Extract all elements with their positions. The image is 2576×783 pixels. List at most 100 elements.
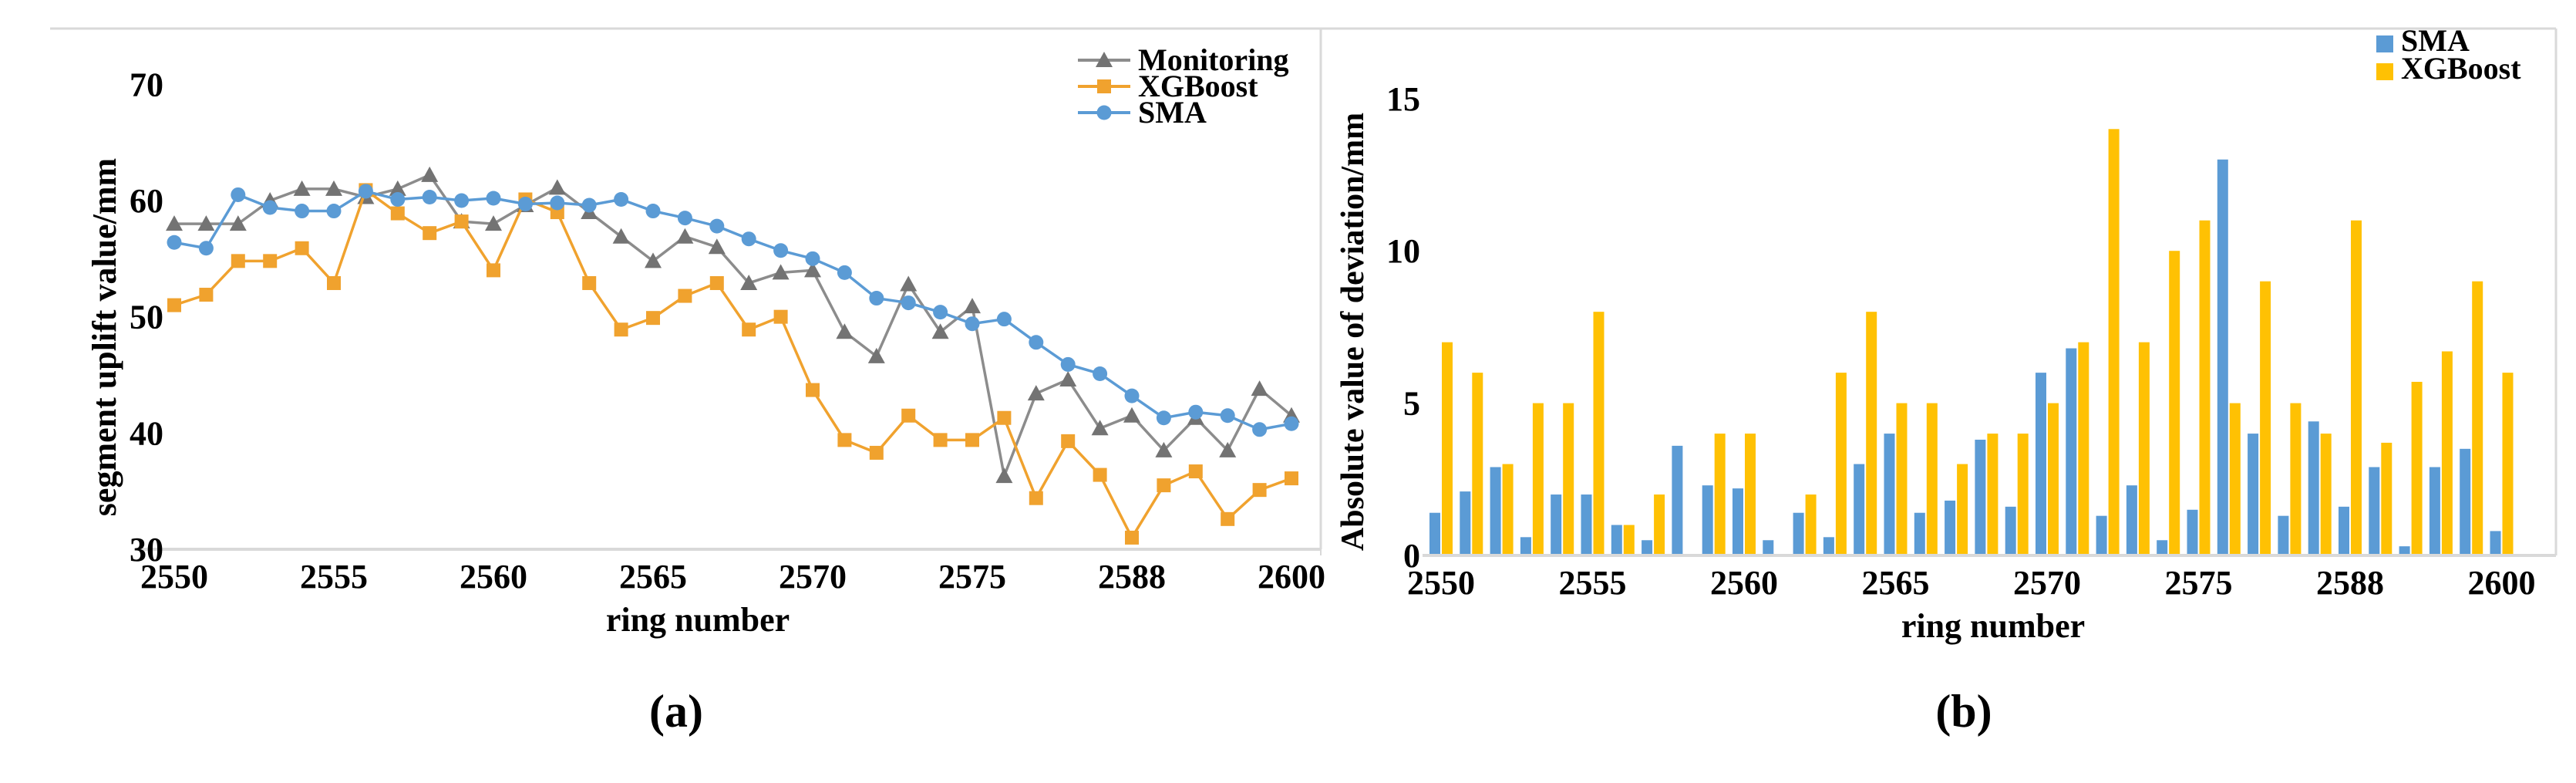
square-marker	[263, 254, 278, 268]
triangle-marker	[836, 323, 854, 339]
square-marker	[295, 241, 309, 255]
bar	[2229, 403, 2241, 555]
legend-label-sma: SMA	[2401, 23, 2470, 58]
x-tick-label: 2600	[1258, 558, 1325, 596]
bar	[2199, 220, 2211, 555]
bar	[1714, 434, 1726, 555]
square-marker	[837, 433, 852, 447]
bar	[2320, 434, 2332, 555]
bar	[1532, 403, 1544, 555]
circle-marker	[581, 197, 597, 213]
circle-marker	[1252, 422, 1268, 437]
bar	[2036, 373, 2046, 555]
triangle-marker	[995, 467, 1013, 484]
circle-marker	[550, 195, 565, 211]
triangle-marker	[612, 228, 630, 244]
triangle-marker	[1155, 441, 1173, 457]
triangle-marker	[931, 323, 949, 339]
circle-marker	[869, 291, 884, 306]
series-markers-xgboost	[167, 183, 1298, 545]
x-tick-label: 2575	[2165, 564, 2233, 602]
bar	[1702, 485, 1713, 555]
triangle-marker	[197, 215, 215, 231]
bar	[1914, 512, 1925, 555]
bar	[2490, 531, 2501, 555]
circle-marker	[390, 191, 406, 207]
circle-marker	[198, 241, 214, 256]
square-marker	[1188, 464, 1203, 479]
caption-b: (b)	[1935, 686, 1992, 737]
bar	[2411, 381, 2423, 555]
bar	[1745, 434, 1756, 555]
legend-label-sma: SMA	[1138, 95, 1207, 130]
square-marker	[709, 275, 724, 290]
square-marker	[901, 408, 916, 423]
circle-marker	[837, 265, 852, 280]
square-marker	[1097, 79, 1111, 93]
circle-marker	[167, 235, 182, 250]
bar	[1854, 464, 1865, 555]
x-tick-label: 2555	[1559, 564, 1627, 602]
y-tick-label: 30	[130, 531, 163, 569]
square-marker	[1221, 511, 1235, 526]
line-chart-a: 30 40 50 60 70 2550 2555 2560 2565 2570 2575 2588 26…	[50, 27, 1325, 639]
bar	[1793, 512, 1804, 555]
circle-marker	[262, 200, 278, 215]
bar	[1472, 373, 1483, 555]
triangle-marker	[229, 215, 247, 231]
square-marker	[1029, 491, 1043, 505]
square-marker	[997, 410, 1012, 425]
triangle-marker	[325, 180, 342, 196]
bar	[1975, 439, 1986, 555]
circle-marker	[1284, 416, 1299, 431]
bar	[2248, 434, 2259, 555]
triangle-marker	[1123, 407, 1140, 423]
triangle-marker	[548, 179, 566, 195]
square-marker	[487, 263, 500, 278]
bar	[1593, 312, 1605, 555]
circle-marker	[1093, 366, 1108, 381]
bar	[2308, 421, 2319, 555]
circle-marker	[933, 305, 948, 320]
bar	[1551, 494, 1562, 555]
triangle-marker	[421, 166, 439, 182]
square-marker	[167, 298, 181, 312]
bar	[2108, 129, 2120, 556]
x-tick-label: 2570	[779, 558, 847, 596]
circle-marker	[645, 204, 661, 219]
bar	[1490, 467, 1501, 555]
y-tick-label: 40	[130, 414, 163, 452]
y-tick-label: 5	[1403, 385, 1420, 423]
legend-label-xgboost: XGBoost	[2401, 51, 2521, 86]
legend-label-monitoring: Monitoring	[1138, 42, 1289, 77]
x-tick-label: 2570	[2013, 564, 2081, 602]
square-marker	[869, 445, 884, 460]
bar	[2429, 467, 2440, 555]
square-marker	[1252, 483, 1267, 498]
y-tick-label: 50	[130, 299, 163, 336]
triangle-marker	[676, 228, 694, 244]
circle-marker	[1060, 356, 1076, 372]
bar	[2066, 348, 2077, 555]
bar	[1926, 403, 1938, 555]
circle-marker	[965, 316, 980, 332]
bar-chart-b: 0 5 10 15 2550 2555 2560 2565 2570 2575 2588 2600 ri…	[1320, 23, 2557, 645]
circle-marker	[614, 191, 629, 207]
x-tick-label: 2550	[140, 558, 208, 596]
triangle-marker	[1059, 371, 1077, 387]
triangle-marker	[804, 262, 821, 278]
bar	[2351, 220, 2362, 555]
bar	[2290, 403, 2302, 555]
x-axis-title-b: ring number	[1901, 607, 2085, 645]
circle-marker	[996, 312, 1012, 327]
triangle-marker	[645, 252, 662, 268]
square-marker	[231, 254, 245, 268]
x-tick-label: 2560	[460, 558, 527, 596]
circle-marker	[486, 191, 501, 206]
circle-marker	[1220, 408, 1235, 424]
x-axis-title-a: ring number	[606, 601, 790, 639]
square-marker	[1285, 471, 1298, 486]
